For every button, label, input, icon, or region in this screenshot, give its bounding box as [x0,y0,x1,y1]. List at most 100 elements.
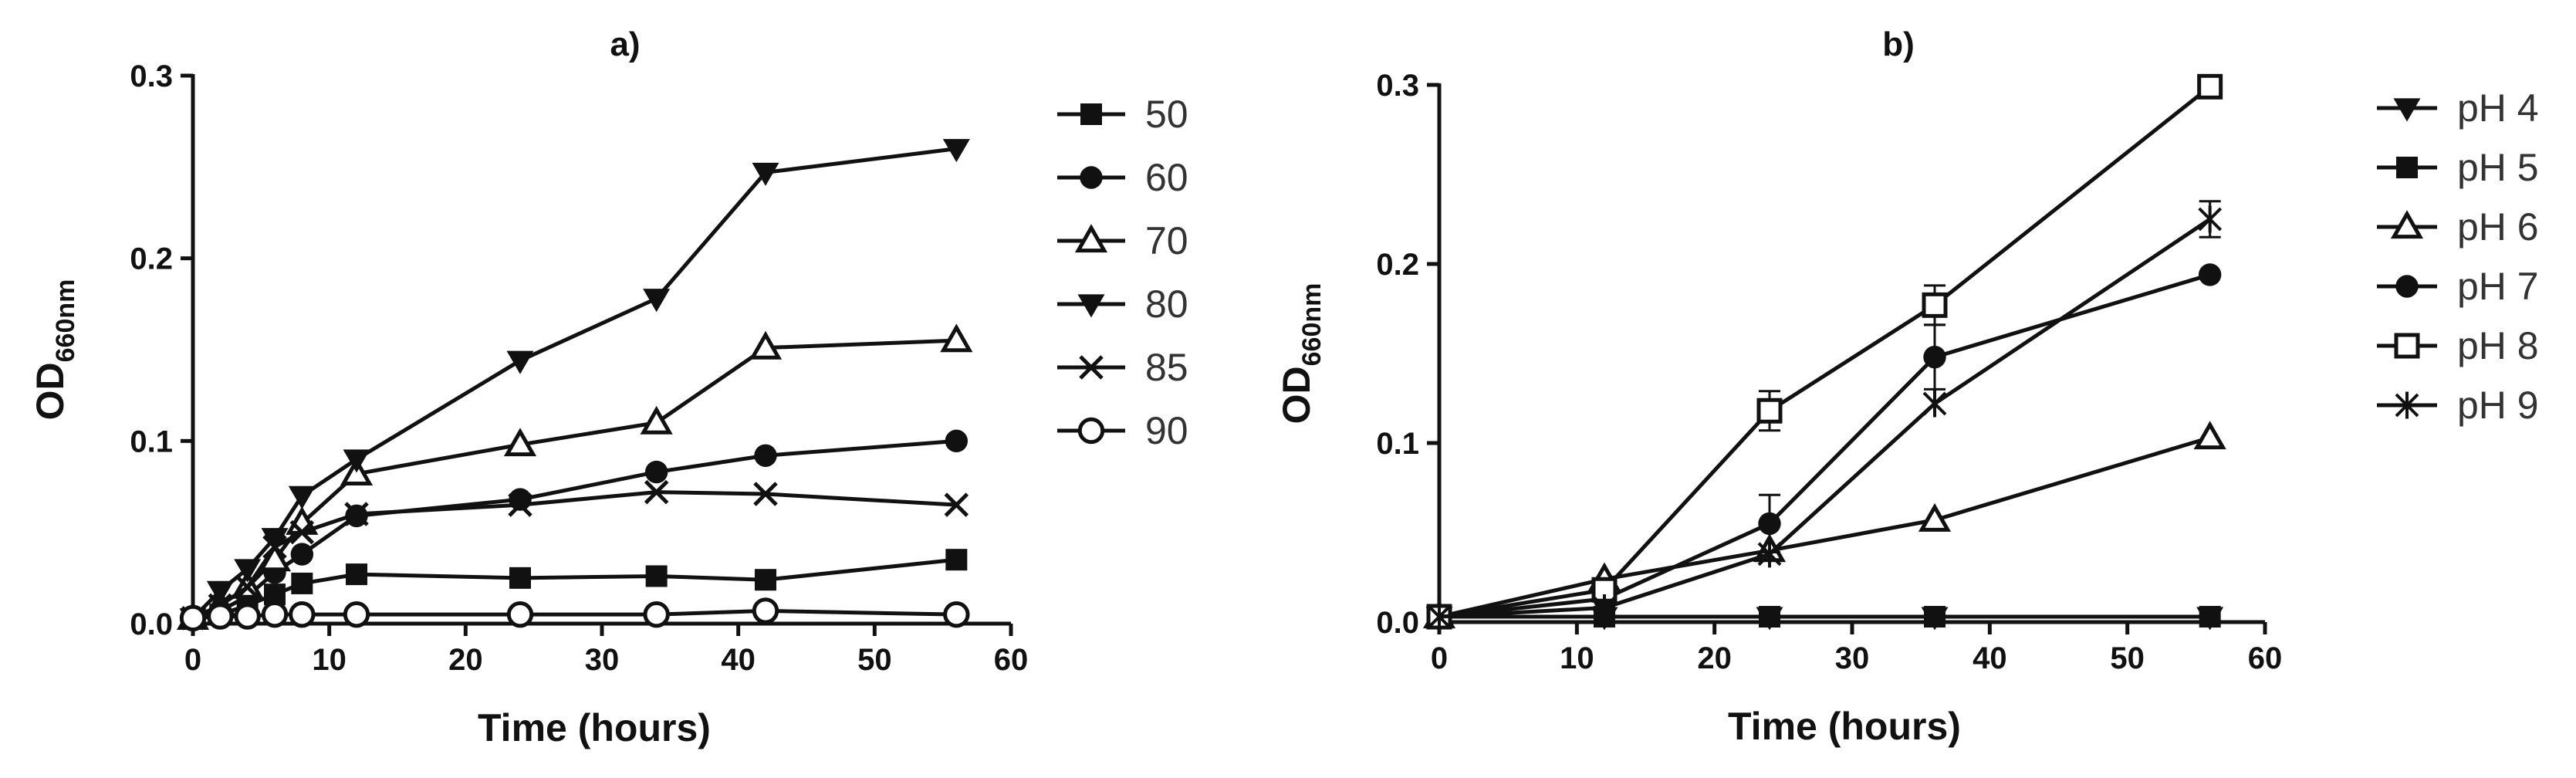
legend-marker [2395,391,2419,419]
legend-marker [1077,294,1105,318]
y-axis-label-main: OD [1275,366,1318,424]
legend-item: pH 4 [2377,86,2539,130]
y-axis-label-main: OD [29,362,72,420]
legend-label: 80 [1145,282,1188,326]
y-tick-label: 0.3 [1376,69,1419,103]
x-tick-label: 30 [585,643,620,677]
data-point [1924,606,1946,628]
panel-label: a) [610,25,640,63]
legend-marker [1080,103,1102,125]
legend-marker [2394,333,2420,359]
legend-label: pH 9 [2457,384,2539,427]
x-tick-label: 0 [1431,641,1448,675]
x-axis-label: Time (hours) [478,706,711,749]
panel-b: b) 0 10 20 30 40 50 60 0.0 0.1 0.2 0.3 Time (hours) O… [1275,25,2539,748]
y-axis-label-subscript: 660nm [51,279,80,363]
data-point [509,567,531,589]
data-point [343,449,370,473]
data-point [753,482,778,506]
x-tick-label: 40 [1973,641,2007,675]
data-point [643,289,671,313]
data-point [503,428,537,457]
data-point [288,485,316,509]
data-point [262,534,287,560]
data-point [289,519,315,545]
legend-marker [2395,275,2419,298]
legend-label: 85 [1145,346,1188,389]
data-point [506,350,534,374]
data-point [1756,397,1783,424]
data-point [945,549,968,571]
x-tick-label: 30 [1835,641,1870,675]
data-point [2198,205,2223,233]
data-point [752,597,779,624]
series-pH-9 [1427,200,2223,631]
data-point [506,600,534,628]
data-point [643,600,670,628]
series-line [1438,272,2211,619]
y-tick-label: 0.0 [130,607,173,641]
legend-item: 60 [1057,156,1188,199]
legend-label: 70 [1145,219,1188,262]
x-tick-label: 50 [2110,641,2145,675]
data-point [206,580,234,604]
y-tick-label: 0.3 [130,59,173,93]
data-point [1757,540,1782,568]
data-point [942,139,970,163]
legend-marker [1080,166,1103,189]
data-point [234,603,261,630]
legend-marker [2396,157,2418,178]
legend-item: 50 [1057,93,1188,136]
data-point [1759,606,1780,628]
data-point [261,528,289,552]
x-tick-label: 50 [857,643,892,677]
data-point [344,502,369,526]
x-axis-label: Time (hours) [1728,705,1961,748]
series-90 [179,597,970,632]
panel-label: b) [1882,25,1915,63]
data-point [346,563,367,586]
legend-label: 60 [1145,156,1188,199]
y-axis-label: OD660nm [29,279,80,421]
legend-marker [2390,210,2424,239]
series-line [1438,85,2212,619]
data-point [752,162,779,186]
data-point [2197,73,2223,100]
legend-label: pH 7 [2457,265,2539,308]
x-tick-label: 60 [2248,641,2283,675]
data-point [2198,263,2222,286]
legend-label: pH 6 [2457,205,2539,249]
series-line [192,557,957,621]
x-tick-label: 60 [994,643,1029,677]
data-point [207,603,234,630]
data-point [943,600,970,628]
data-point [940,323,973,353]
data-point [1758,512,1781,536]
data-point [1922,292,1948,318]
x-tick-label: 10 [1560,641,1594,675]
data-point [644,460,668,484]
data-point [1427,603,1452,631]
y-tick-label: 0.2 [1376,248,1419,282]
series-line [1438,217,2212,619]
legend-item: pH 6 [2377,205,2539,249]
series-line [192,608,957,621]
data-point [289,600,316,628]
data-point [945,429,969,453]
y-tick-label: 0.0 [1376,606,1419,640]
y-tick-label: 0.2 [130,242,173,276]
series-pH-7 [1428,263,2222,628]
legend-marker [1074,224,1108,253]
series-pH-8 [1426,73,2223,630]
data-point [343,600,370,628]
data-point [235,574,260,600]
data-point [640,405,673,435]
y-axis-label: OD660nm [1275,283,1327,425]
data-point [754,444,777,467]
data-point [1923,345,1946,369]
data-point [261,600,289,628]
series-pH-6 [1422,421,2226,629]
series-line [191,490,957,621]
data-point [1918,502,1952,532]
